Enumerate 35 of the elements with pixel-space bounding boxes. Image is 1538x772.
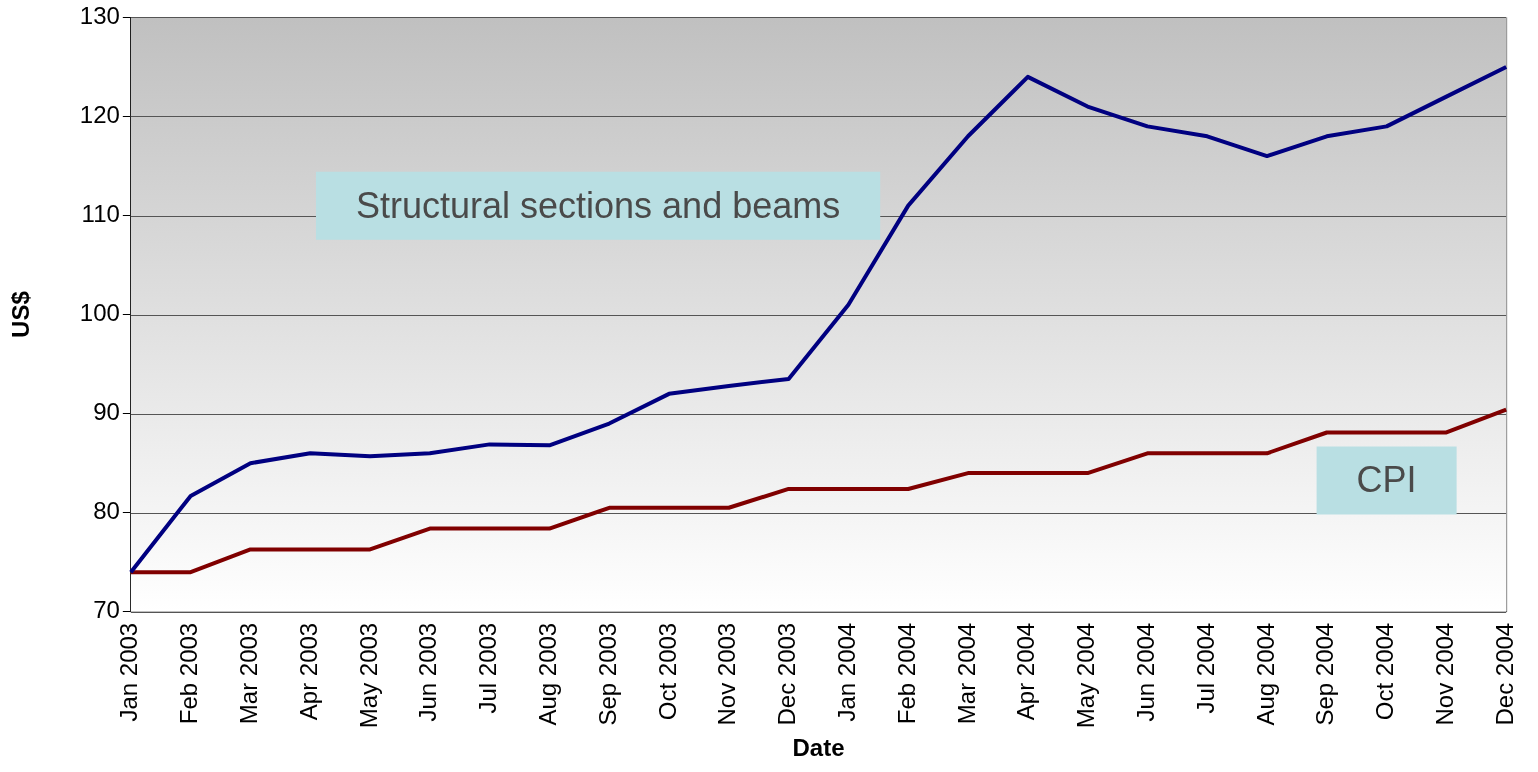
x-axis-title: Date [792, 734, 845, 762]
y-tick-label: 80 [93, 497, 120, 525]
x-tick-label: Apr 2003 [294, 622, 322, 721]
x-tick-label: Feb 2004 [892, 622, 920, 725]
series-label: Structural sections and beams [355, 184, 841, 226]
x-tick-label: Dec 2004 [1490, 622, 1518, 726]
x-tick-label: Oct 2004 [1371, 622, 1399, 721]
x-tick-label: Jul 2004 [1191, 622, 1219, 714]
x-tick-label: Mar 2004 [952, 622, 980, 725]
x-tick-label: Aug 2004 [1251, 622, 1279, 726]
x-tick-label: Nov 2004 [1431, 622, 1459, 726]
x-tick-label: Jul 2003 [474, 622, 502, 714]
x-tick-label: Nov 2003 [713, 622, 741, 726]
y-tick-label: 90 [93, 398, 120, 426]
y-tick-label: 110 [81, 200, 120, 228]
y-tick-label: 70 [93, 596, 120, 624]
y-tick-label: 120 [79, 101, 120, 129]
x-tick-label: Mar 2003 [235, 622, 263, 725]
x-tick-label: Apr 2004 [1012, 622, 1040, 721]
y-tick-label: 130 [79, 2, 120, 30]
x-tick-label: Dec 2003 [773, 622, 801, 726]
x-tick-label: Sep 2003 [593, 622, 621, 726]
x-tick-label: May 2004 [1072, 622, 1100, 729]
x-tick-label: Jun 2003 [414, 622, 442, 722]
x-tick-label: May 2003 [354, 622, 382, 729]
x-tick-label: Jun 2004 [1132, 622, 1160, 722]
x-tick-label: Oct 2003 [653, 622, 681, 721]
x-tick-label: Aug 2003 [534, 622, 562, 726]
y-axis-title: US$ [7, 290, 35, 338]
x-tick-label: Sep 2004 [1311, 622, 1339, 726]
x-tick-label: Jan 2003 [115, 622, 143, 722]
x-tick-label: Jan 2004 [833, 622, 861, 722]
x-tick-label: Feb 2003 [175, 622, 203, 725]
series-label: CPI [1356, 459, 1417, 501]
y-tick-label: 100 [79, 299, 120, 327]
